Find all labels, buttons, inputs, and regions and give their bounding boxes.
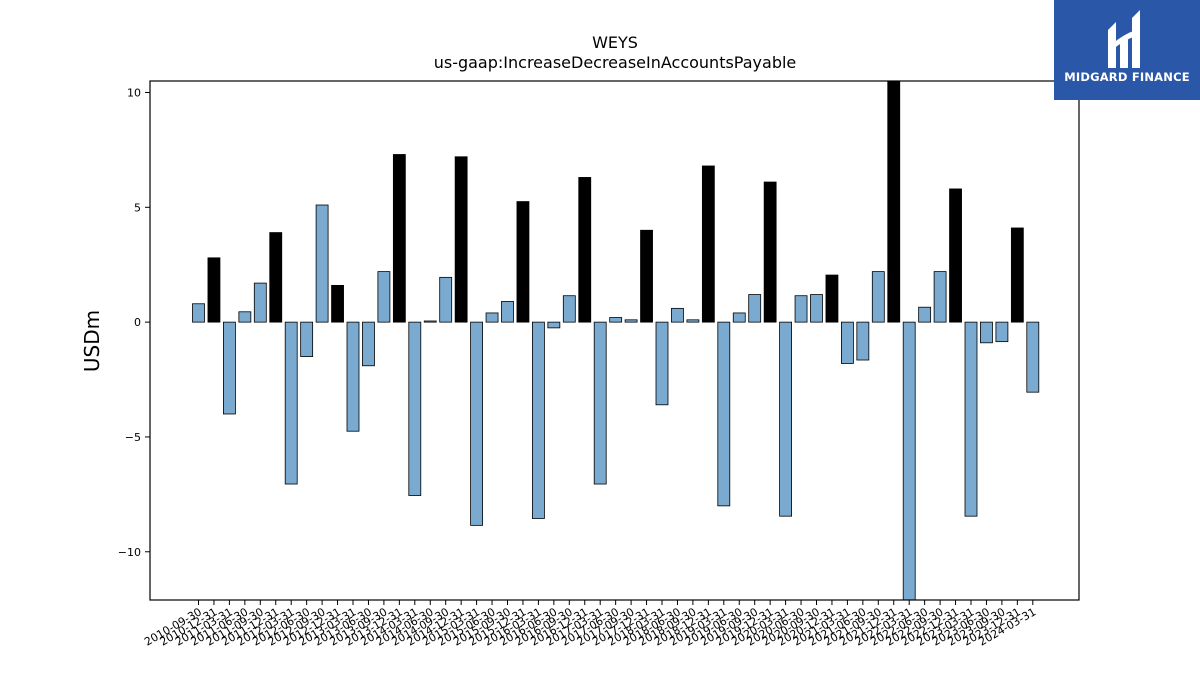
- bar-2016-03-31: [532, 321, 545, 519]
- y-tick-label: 5: [134, 201, 141, 214]
- bar-2016-09-30: [562, 295, 576, 323]
- bar-2010-12-31: [207, 257, 221, 323]
- bar-2021-03-31: [841, 321, 854, 364]
- bar-2014-12-31: [454, 156, 468, 323]
- chart-title: WEYS: [592, 33, 638, 52]
- bar-2015-09-30: [501, 301, 514, 323]
- logo-mark-icon: [1108, 10, 1140, 68]
- bar-2013-09-30: [377, 271, 391, 323]
- bar-2020-12-31: [825, 274, 839, 323]
- bar-2017-03-31: [593, 321, 607, 485]
- bar-2017-06-30: [609, 317, 623, 323]
- bar-2014-03-31: [408, 321, 422, 496]
- bar-2014-06-30: [423, 320, 437, 323]
- bar-2012-09-30: [315, 204, 329, 323]
- y-tick-label: 10: [127, 86, 141, 99]
- bar-2014-09-30: [439, 276, 453, 323]
- bar-2023-09-30: [995, 321, 1009, 343]
- bar-2018-06-30: [671, 307, 684, 323]
- bar-2020-03-31: [779, 321, 792, 517]
- bar-2012-06-30: [300, 321, 314, 357]
- chart-subtitle: us-gaap:IncreaseDecreaseInAccountsPayabl…: [434, 53, 797, 72]
- bar-2021-09-30: [871, 271, 885, 323]
- bar-2018-03-31: [655, 321, 669, 406]
- bar-2022-06-30: [918, 306, 932, 323]
- bar-2020-09-30: [810, 294, 823, 323]
- brand-name: MIDGARD FINANCE: [1064, 70, 1190, 84]
- bar-2018-09-30: [686, 319, 700, 323]
- bar-2024-03-31: [1026, 321, 1040, 393]
- bar-2021-06-30: [856, 321, 870, 361]
- bar-2012-03-31: [284, 321, 298, 485]
- bar-2015-12-31: [516, 201, 530, 323]
- bar-2022-12-31: [949, 188, 962, 323]
- bar-2011-12-31: [269, 232, 283, 323]
- y-tick-label: 0: [134, 316, 141, 329]
- bar-2022-03-31: [902, 321, 916, 601]
- y-axis-label: USDm: [80, 310, 104, 372]
- bar-2016-06-30: [547, 321, 561, 329]
- bar-2011-06-30: [238, 311, 252, 323]
- bar-2015-06-30: [485, 312, 499, 323]
- brand-logo: MIDGARD FINANCE: [1054, 0, 1200, 100]
- bar-2018-12-31: [701, 165, 715, 323]
- bar-2019-12-31: [763, 181, 777, 323]
- bars-group: [192, 80, 1040, 601]
- bar-2022-09-30: [933, 271, 947, 323]
- y-tick-label: −10: [118, 546, 141, 559]
- bar-2023-03-31: [964, 321, 978, 517]
- bar-2013-03-31: [346, 321, 360, 432]
- bar-2011-03-31: [222, 321, 236, 415]
- bar-2017-12-31: [640, 229, 653, 323]
- bar-2013-12-31: [392, 154, 406, 323]
- bar-2016-12-31: [578, 177, 592, 323]
- bar-2017-09-30: [624, 319, 638, 323]
- bar-2010-09-30: [192, 303, 205, 323]
- bar-2023-06-30: [980, 321, 993, 344]
- bar-2012-12-31: [331, 284, 344, 323]
- bar-2023-12-31: [1010, 227, 1024, 323]
- x-axis: 2010-09-302010-12-312011-03-312011-06-30…: [142, 600, 1038, 649]
- bar-2011-09-30: [253, 282, 267, 323]
- bar-2019-09-30: [748, 294, 762, 323]
- bar-2021-12-31: [887, 80, 901, 323]
- bar-2015-03-31: [470, 321, 484, 526]
- bar-2019-03-31: [717, 321, 731, 507]
- y-axis: −10 −5 0 5 10: [118, 86, 150, 559]
- plot-frame: [149, 80, 1080, 601]
- bar-2020-06-30: [794, 295, 808, 323]
- bar-2019-06-30: [732, 312, 746, 323]
- y-tick-label: −5: [125, 431, 141, 444]
- bar-2013-06-30: [362, 321, 375, 367]
